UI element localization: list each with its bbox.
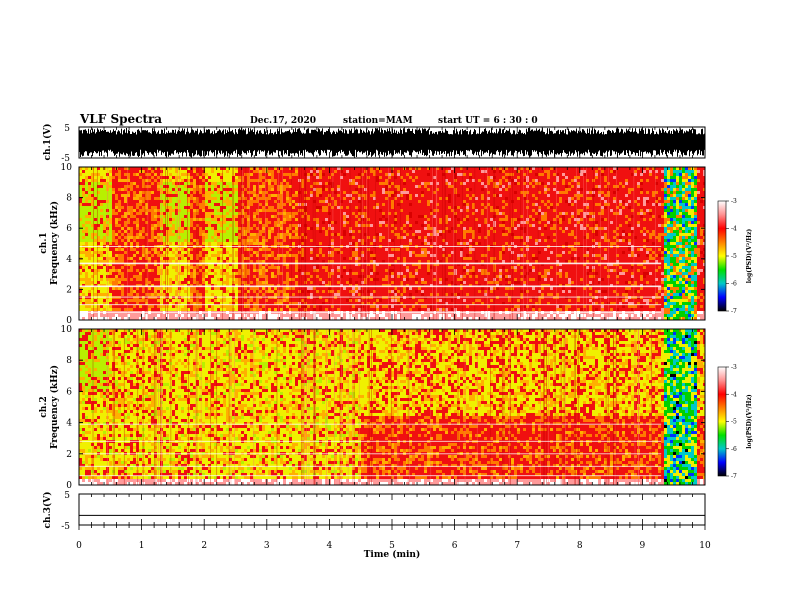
ch1-spectrogram-ylabel: Frequency (kHz) xyxy=(49,201,60,285)
ch3-ytick-bottom: -5 xyxy=(61,522,70,532)
ch1-waveform-ylabel: ch.1(V) xyxy=(42,124,53,161)
time-axis-label: Time (min) xyxy=(364,549,421,560)
ch2-spectrogram-ytick-label: 4 xyxy=(66,419,72,429)
time-axis-tick-label: 7 xyxy=(514,541,520,551)
colorbar-ch1-tick-label: -4 xyxy=(731,226,737,233)
colorbar-ch2-bar xyxy=(718,367,726,476)
colorbar-ch1-label: log(PSD)(V²/Hz) xyxy=(746,229,753,284)
vlf-spectra-figure: VLF Spectra Dec.17, 2020 station=MAM sta… xyxy=(0,0,792,612)
ch2-spectrogram-ytick-label: 6 xyxy=(66,387,72,397)
colorbar-ch1-bar xyxy=(718,201,726,311)
ch2-spectrogram-ytick-label: 8 xyxy=(66,356,72,366)
colorbar-ch2-tick-label: -5 xyxy=(731,419,737,426)
ch2-spectrogram-ytick-label: 2 xyxy=(66,450,72,460)
colorbar-ch1-tick-label: -6 xyxy=(731,281,737,288)
ch2-spectrogram-image xyxy=(79,329,705,485)
colorbar-ch2-tick-label: -3 xyxy=(731,364,737,371)
ch1-ytick-top: 5 xyxy=(64,124,70,134)
ch2-spectrogram-ylabel: Frequency (kHz) xyxy=(49,365,60,449)
time-axis-tick-label: 2 xyxy=(201,541,207,551)
ch1-spectrogram-ytick-label: 4 xyxy=(66,255,72,265)
figure-title: VLF Spectra xyxy=(79,112,162,126)
colorbar-ch1: -3 -4 -5 -6 -7 log(PSD)(V²/Hz) xyxy=(718,198,753,315)
ch1-spectrogram-image xyxy=(79,167,705,320)
ch1-spectrogram-ytick-label: 10 xyxy=(61,163,73,173)
colorbar-ch1-tick-label: -5 xyxy=(731,253,737,260)
ch1-spectrogram-ytick-label: 8 xyxy=(66,194,72,204)
panel-ch2-spectrogram: 0 2 4 6 8 10 ch.2 Frequency (kHz) xyxy=(39,325,705,491)
ch3-ytick-top: 5 xyxy=(64,491,70,501)
time-axis-tick-label: 3 xyxy=(264,541,270,551)
colorbar-ch2: -3 -4 -5 -6 -7 log(PSD)(V²/Hz) xyxy=(718,364,753,480)
ch3-waveform-ylabel: ch.3(V) xyxy=(42,492,53,529)
time-axis-tick-label: 1 xyxy=(139,541,145,551)
time-axis-tick-label: 10 xyxy=(699,541,711,551)
figure-date: Dec.17, 2020 xyxy=(250,116,316,126)
ch1-spectrogram-ytick-label: 6 xyxy=(66,224,72,234)
colorbar-ch1-tick-label: -7 xyxy=(731,308,737,315)
colorbar-ch2-tick-label: -7 xyxy=(731,473,737,480)
time-axis-tick-label: 9 xyxy=(640,541,646,551)
colorbar-ch1-tick-label: -3 xyxy=(731,198,737,205)
time-axis-tick-label: 8 xyxy=(577,541,583,551)
time-axis-tick-label: 6 xyxy=(452,541,458,551)
time-axis-tick-label: 4 xyxy=(327,541,333,551)
colorbar-ch2-tick-label: -4 xyxy=(731,391,737,398)
colorbar-ch2-tick-label: -6 xyxy=(731,446,737,453)
ch1-spectrogram-ytick-label: 2 xyxy=(66,285,72,295)
figure-start-ut: start UT = 6 : 30 : 0 xyxy=(438,116,538,126)
ch1-spectrogram-channel-label: ch.1 xyxy=(39,232,49,253)
colorbar-ch2-label: log(PSD)(V²/Hz) xyxy=(746,394,753,449)
ch2-spectrogram-ytick-label: 10 xyxy=(61,325,73,335)
ch2-spectrogram-channel-label: ch.2 xyxy=(39,396,49,417)
figure-station: station=MAM xyxy=(343,116,413,126)
ch2-spectrogram-ytick-label: 0 xyxy=(66,481,72,491)
time-axis-tick-label: 0 xyxy=(76,541,82,551)
